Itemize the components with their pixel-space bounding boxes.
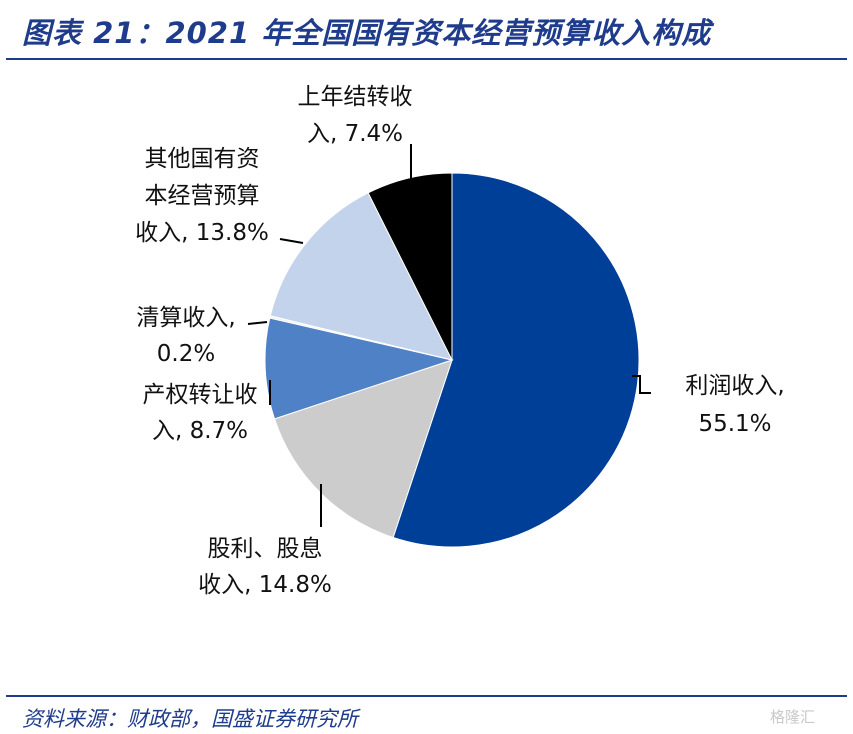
title-divider <box>6 58 847 60</box>
leader-line-0 <box>632 375 651 394</box>
leader-line-3 <box>247 321 268 325</box>
chart-title: 图表 21：2021 年全国国有资本经营预算收入构成 <box>22 16 712 50</box>
pie-slice-2 <box>264 317 454 420</box>
slice-label-line: 利润收入, <box>685 373 784 399</box>
slice-label-line: 上年结转收 <box>298 84 413 110</box>
watermark-logo: 格隆汇 <box>770 708 816 726</box>
slice-label-line: 本经营预算 <box>145 183 260 209</box>
slice-label-line: 收入, 13.8% <box>135 220 269 246</box>
slice-label-line: 入, 7.4% <box>307 121 403 147</box>
slice-label-line: 入, 8.7% <box>152 418 248 444</box>
slice-label-4: 其他国有资本经营预算收入, 13.8% <box>135 146 269 246</box>
slice-label-line: 股利、股息 <box>208 536 323 562</box>
slice-label-0: 利润收入, 55.1% <box>685 373 784 437</box>
source-note: 资料来源：财政部，国盛证券研究所 <box>22 707 358 731</box>
pie-slice-0 <box>392 172 640 548</box>
slice-label-5: 上年结转收入, 7.4% <box>298 84 413 147</box>
slice-label-2: 产权转让收入, 8.7% <box>143 382 258 444</box>
slice-label-line: 收入, 14.8% <box>198 572 332 598</box>
slice-label-line: 0.2% <box>157 341 215 367</box>
source-divider <box>6 695 847 697</box>
pie-slice-5 <box>367 172 453 361</box>
slice-label-line: 55.1% <box>698 411 771 437</box>
slice-label-3: 清算收入, 0.2% <box>136 305 235 367</box>
slice-label-line: 清算收入, <box>136 305 235 331</box>
slice-label-1: 股利、股息收入, 14.8% <box>198 536 332 598</box>
pie-slice-4 <box>269 192 453 361</box>
slice-label-line: 其他国有资 <box>145 146 260 172</box>
slice-label-line: 产权转让收 <box>143 382 258 408</box>
leader-line-4 <box>279 238 304 244</box>
